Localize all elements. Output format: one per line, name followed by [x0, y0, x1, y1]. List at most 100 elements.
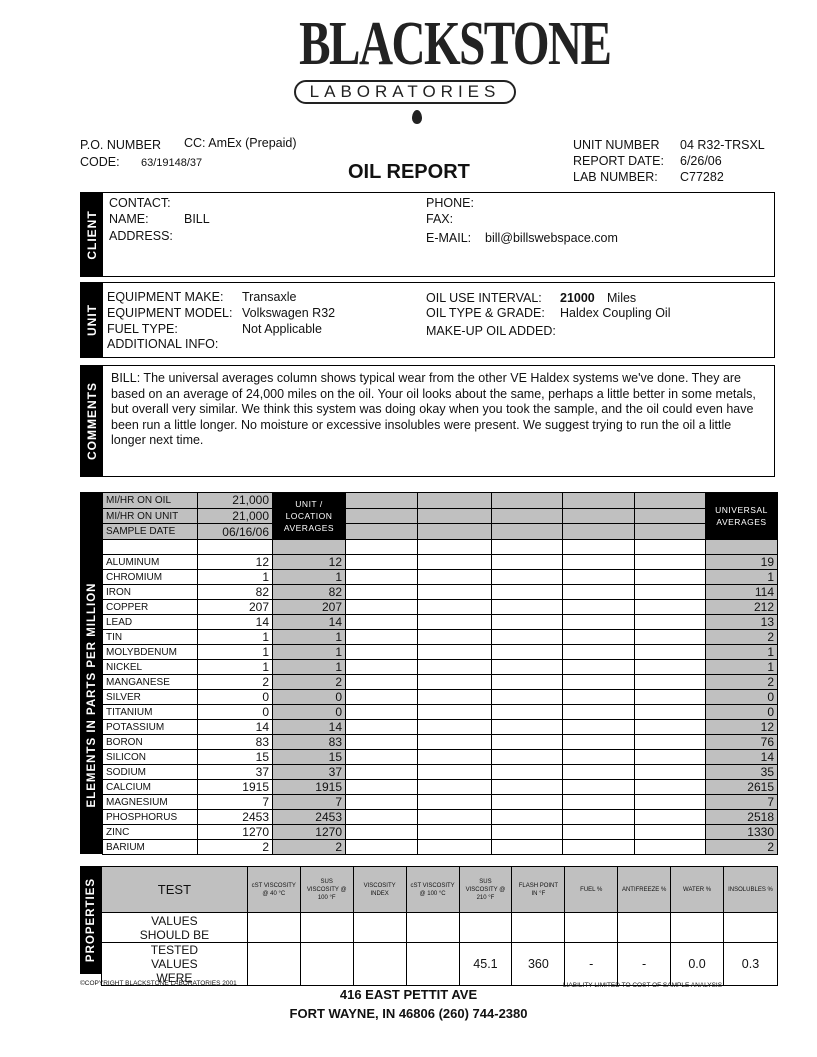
blank-cell — [345, 584, 418, 601]
element-name: SILVER — [102, 689, 198, 706]
blank-cell — [345, 614, 418, 631]
blank-cell — [562, 839, 635, 856]
property-column-header: VISCOSITY INDEX — [352, 866, 407, 913]
blank-cell — [491, 734, 563, 751]
element-row: COPPER 207 207 212 — [102, 599, 778, 616]
universal-average-value: 76 — [705, 734, 778, 751]
element-name: SILICON — [102, 749, 198, 766]
universal-average-value: 13 — [705, 614, 778, 631]
test-header: TEST — [101, 866, 248, 913]
element-name: MANGANESE — [102, 674, 198, 691]
unit-location-averages-header: UNIT / LOCATION AVERAGES — [272, 491, 346, 541]
blank-cell — [634, 659, 706, 676]
universal-average-value: 0 — [705, 689, 778, 706]
element-value: 0 — [197, 689, 273, 706]
blank-cell — [562, 584, 635, 601]
universal-average-value: 212 — [705, 599, 778, 616]
blank-cell — [345, 839, 418, 856]
should-values-label: VALUES SHOULD BE — [101, 912, 248, 943]
address-line-1: 416 EAST PETTIT AVE — [339, 987, 478, 1002]
element-row: NICKEL 1 1 1 — [102, 659, 778, 676]
blank-cell — [634, 794, 706, 811]
element-name: SODIUM — [102, 764, 198, 781]
blank-cell — [562, 674, 635, 691]
blank-cell — [562, 809, 635, 826]
blank-cell — [634, 809, 706, 826]
blank-cell — [345, 569, 418, 586]
universal-average-value: 2518 — [705, 809, 778, 826]
blank-cell — [634, 554, 706, 571]
blank-cell — [562, 629, 635, 646]
element-row: IRON 82 82 114 — [102, 584, 778, 601]
element-name: PHOSPHORUS — [102, 809, 198, 826]
report-date-label: REPORT DATE: — [573, 154, 664, 168]
tested-value: 0.0 — [670, 942, 724, 986]
element-value: 12 — [197, 554, 273, 571]
blank-cell — [491, 794, 563, 811]
tested-value: 45.1 — [458, 942, 513, 986]
universal-average-value: 114 — [705, 584, 778, 601]
blank-cell — [345, 809, 418, 826]
po-number-label: P.O. NUMBER — [80, 138, 162, 152]
universal-average-value: 35 — [705, 764, 778, 781]
blank-header-cell — [345, 523, 418, 541]
blank-cell — [491, 674, 563, 691]
universal-average-value: 1 — [705, 644, 778, 661]
sample-date: 06/16/06 — [197, 523, 273, 541]
element-value: 14 — [197, 719, 273, 736]
blank-cell — [491, 659, 563, 676]
oil-grade-value: Haldex Coupling Oil — [560, 306, 671, 320]
element-row: SILICON 15 15 14 — [102, 749, 778, 766]
liability-note: LIABILITY LIMITED TO COST OF SAMPLE ANAL… — [563, 982, 723, 989]
unit-average-value: 1270 — [272, 824, 346, 841]
blank-cell — [562, 719, 635, 736]
should-value — [722, 912, 779, 943]
unit-average-value: 14 — [272, 614, 346, 631]
should-value — [405, 912, 460, 943]
blank-cell — [417, 704, 492, 721]
element-name: CALCIUM — [102, 779, 198, 796]
blank-cell — [634, 614, 706, 631]
blank-cell — [417, 779, 492, 796]
element-name: BORON — [102, 734, 198, 751]
additional-info-label: ADDITIONAL INFO: — [107, 337, 219, 351]
tested-value: 360 — [511, 942, 566, 986]
blank-cell — [634, 689, 706, 706]
universal-average-value: 0 — [705, 704, 778, 721]
spacer-row — [102, 539, 778, 556]
email-label: E-MAIL: — [426, 231, 472, 245]
blank-cell — [634, 764, 706, 781]
should-value — [299, 912, 354, 943]
unit-average-value: 2 — [272, 839, 346, 856]
element-value: 37 — [197, 764, 273, 781]
blank-cell — [634, 734, 706, 751]
blank-cell — [417, 659, 492, 676]
element-row: ZINC 1270 1270 1330 — [102, 824, 778, 841]
blank-cell — [562, 659, 635, 676]
blank-cell — [562, 779, 635, 796]
element-row: TITANIUM 0 0 0 — [102, 704, 778, 721]
property-column-header: cST VISCOSITY @ 100 °C — [405, 866, 460, 913]
unit-average-value: 12 — [272, 554, 346, 571]
blank-cell — [634, 569, 706, 586]
blank-cell — [562, 749, 635, 766]
unit-average-value: 14 — [272, 719, 346, 736]
po-number-value: CC: AmEx (Prepaid) — [184, 136, 297, 150]
makeup-oil-label: MAKE-UP OIL ADDED: — [426, 324, 556, 338]
element-name: POTASSIUM — [102, 719, 198, 736]
mi-unit-label: MI/HR ON UNIT — [102, 507, 198, 525]
phone-label: PHONE: — [426, 196, 474, 210]
element-row: SODIUM 37 37 35 — [102, 764, 778, 781]
comments-text: BILL: The universal averages column show… — [111, 371, 756, 447]
blank-cell — [634, 749, 706, 766]
blank-cell — [345, 629, 418, 646]
element-row: ALUMINUM 12 12 19 — [102, 554, 778, 571]
universal-average-value: 12 — [705, 719, 778, 736]
blank-cell — [491, 629, 563, 646]
blank-cell — [345, 749, 418, 766]
code-value: 63/19148/37 — [141, 157, 203, 169]
fuel-type-value: Not Applicable — [242, 322, 322, 336]
address-label: ADDRESS: — [109, 229, 173, 243]
element-value: 2 — [197, 674, 273, 691]
blank-cell — [345, 644, 418, 661]
